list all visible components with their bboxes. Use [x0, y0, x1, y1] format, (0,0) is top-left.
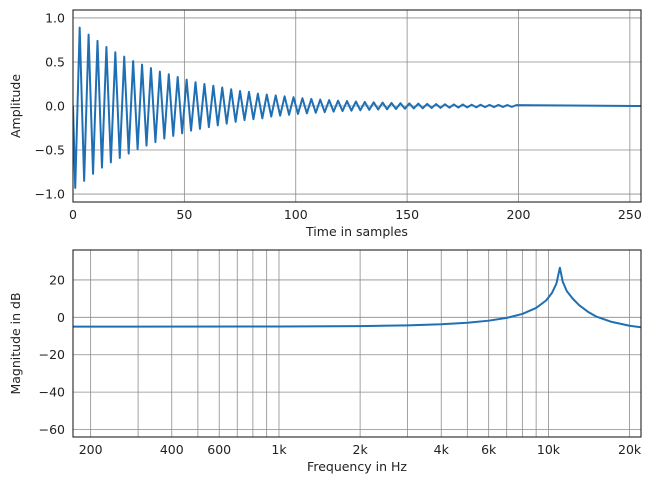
y-tick-label: 0.0	[45, 99, 65, 114]
y-tick-label: −60	[39, 422, 65, 437]
y-tick-label: −40	[39, 385, 65, 400]
x-tick-label: 100	[284, 207, 308, 222]
axes-frame	[72, 249, 642, 438]
x-tick-label: 20k	[618, 442, 642, 457]
x-tick-label: 400	[160, 442, 184, 457]
x-tick-label: 4k	[434, 442, 450, 457]
x-tick-label: 600	[207, 442, 231, 457]
y-tick-label: 20	[49, 272, 65, 287]
x-tick-label: 1k	[271, 442, 287, 457]
x-tick-label: 200	[507, 207, 531, 222]
frequency-response-plot: 200 400 600 1k 2k 4k 6k 10k 20k −60 −40 −20 0 20 Frequ…	[8, 249, 642, 474]
y-axis-label: Amplitude	[8, 74, 23, 138]
axes-frame	[72, 9, 642, 203]
x-tick-label: 200	[79, 442, 103, 457]
y-tick-label: 1.0	[45, 10, 65, 25]
y-tick-label: −0.5	[35, 143, 65, 158]
y-tick-label: −20	[39, 347, 65, 362]
x-tick-label: 0	[69, 207, 77, 222]
y-tick-label: 0	[57, 310, 65, 325]
series-line	[73, 26, 641, 189]
y-tick-label: −1.0	[35, 187, 65, 202]
time-domain-plot: 0 50 100 150 200 250 −1.0 −0.5 0.0 0.5 1.0 Time in …	[8, 9, 642, 239]
x-tick-label: 2k	[353, 442, 369, 457]
x-tick-label: 150	[395, 207, 419, 222]
x-tick-label: 6k	[481, 442, 497, 457]
x-tick-label: 10k	[537, 442, 561, 457]
x-tick-label: 50	[176, 207, 192, 222]
x-axis-label: Time in samples	[305, 224, 408, 239]
y-tick-label: 0.5	[45, 54, 65, 69]
series-line	[73, 266, 641, 329]
y-axis-label: Magnitude in dB	[8, 292, 23, 394]
x-axis-label: Frequency in Hz	[307, 459, 407, 474]
x-tick-label: 250	[618, 207, 642, 222]
